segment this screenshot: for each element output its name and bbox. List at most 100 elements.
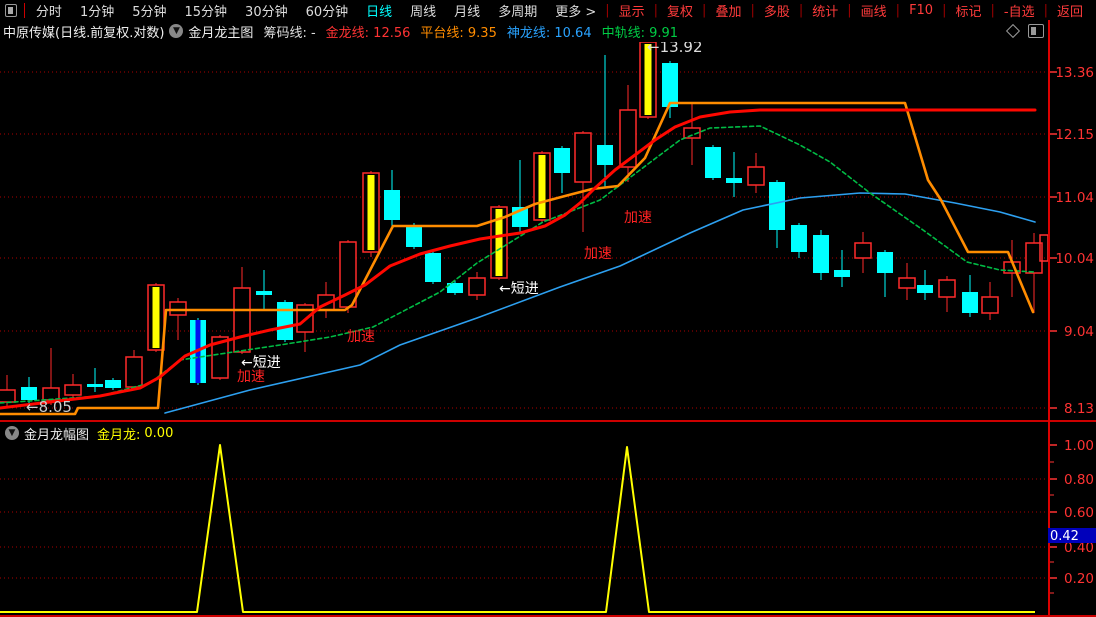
price-axis-label: 13.36 bbox=[1055, 65, 1094, 81]
titlebar: 中原传媒(日线.前复权.对数) ▼ 金月龙主图 筹码线: - 金龙线: 12.56… bbox=[0, 20, 1048, 42]
candle-up bbox=[938, 279, 956, 298]
candle-up bbox=[125, 356, 143, 388]
candle-down bbox=[105, 380, 121, 388]
indicator-value-2: 平台线: 9.35 bbox=[420, 25, 497, 41]
candle-up bbox=[1025, 242, 1043, 274]
toolbar-item-9[interactable]: 返回 bbox=[1056, 4, 1083, 20]
jinlong-line bbox=[0, 108, 1037, 410]
jinyuelong-line bbox=[0, 444, 1035, 613]
bottom-border bbox=[0, 615, 1096, 617]
candle-up bbox=[468, 277, 486, 296]
sub-value-axis: 1.00 0.80 0.60 0.40 0.20 0.42 bbox=[1048, 438, 1096, 594]
toolbar-item-1[interactable]: 复权 bbox=[667, 4, 694, 20]
toolbar-separator: | bbox=[847, 2, 852, 18]
toolbar-separator: | bbox=[1043, 2, 1048, 18]
menubar: 分时 1分钟 5分钟 15分钟 30分钟 60分钟 日线 周线 月线 多周期 更多 > | 显示 | 复权… bbox=[0, 0, 1096, 20]
toolbar-item-4[interactable]: 统计 bbox=[812, 4, 839, 20]
timeframe-item-3[interactable]: 15分钟 bbox=[184, 4, 228, 20]
candle-up bbox=[854, 242, 872, 259]
chart-annotation: ←8.05 bbox=[26, 398, 72, 416]
sub-indicator-title: 金月龙幅图 bbox=[24, 427, 90, 443]
title-icons bbox=[1005, 23, 1044, 39]
toolbar-item-0[interactable]: 显示 bbox=[618, 4, 645, 20]
candle-down bbox=[662, 63, 678, 107]
current-price-marker bbox=[1039, 234, 1048, 262]
candle-down bbox=[554, 148, 570, 173]
candle-up bbox=[574, 132, 592, 183]
price-axis-label: 8.13 bbox=[1064, 401, 1094, 417]
candle-up bbox=[169, 301, 187, 316]
timeframe-item-1[interactable]: 1分钟 bbox=[79, 4, 115, 20]
toolbar-item-2[interactable]: 叠加 bbox=[715, 4, 742, 20]
value-axis-label: 0.60 bbox=[1064, 505, 1094, 521]
toolbar-separator: | bbox=[750, 2, 755, 18]
toolbar-separator: | bbox=[895, 2, 901, 18]
split-window-icon[interactable] bbox=[1028, 24, 1044, 38]
timeframe-item-9[interactable]: 多周期 bbox=[498, 4, 538, 20]
candle-down bbox=[384, 190, 400, 220]
signal-yellow-stripe bbox=[152, 287, 160, 348]
candle-down bbox=[406, 225, 422, 247]
chevron-circle-icon[interactable]: ▼ bbox=[169, 24, 184, 38]
toolbar-item-8[interactable]: -自选 bbox=[1003, 4, 1035, 20]
chart-annotation: 加速 bbox=[347, 329, 375, 345]
candle-up bbox=[981, 296, 999, 314]
chart-annotation: ←短进 bbox=[499, 281, 539, 297]
candle-up bbox=[683, 127, 701, 139]
timeframe-item-5[interactable]: 60分钟 bbox=[305, 4, 349, 20]
indicator-values: 筹码线: - 金龙线: 12.56 平台线: 9.35 神龙线: 10.64 中轨线: … bbox=[253, 22, 678, 41]
price-axis-label: 11.04 bbox=[1055, 190, 1094, 206]
value-axis-label: 0.40 bbox=[1064, 540, 1094, 556]
indicator-title: 金月龙主图 bbox=[188, 25, 254, 41]
toolbar-separator: | bbox=[605, 2, 610, 18]
sub-series-value: 0.00 bbox=[144, 425, 174, 441]
candle-down bbox=[425, 253, 441, 282]
chart-annotation: ←短进 bbox=[241, 355, 281, 371]
diamond-icon[interactable] bbox=[1005, 23, 1021, 39]
layout-icon[interactable] bbox=[5, 3, 18, 17]
timeframe-item-10[interactable]: 更多 > bbox=[555, 4, 597, 20]
sub-chart[interactable] bbox=[0, 421, 1048, 616]
timeframe-item-0[interactable]: 分时 bbox=[35, 4, 62, 20]
toolbar-item-3[interactable]: 多股 bbox=[763, 4, 790, 20]
timeframe-item-6[interactable]: 日线 bbox=[366, 4, 393, 20]
signal-yellow-stripe bbox=[644, 44, 652, 115]
signal-yellow-stripe bbox=[367, 175, 375, 250]
timeframe-item-4[interactable]: 30分钟 bbox=[245, 4, 288, 20]
candle-down bbox=[877, 252, 893, 273]
toolbar-separator: | bbox=[942, 2, 947, 18]
pingtai-line bbox=[0, 101, 1035, 416]
price-axis-label: 10.04 bbox=[1055, 251, 1094, 267]
menu-separator bbox=[24, 2, 25, 18]
toolbar-item-7[interactable]: 标记 bbox=[955, 4, 982, 20]
shenlong-line bbox=[164, 192, 1036, 414]
candle-down bbox=[834, 270, 850, 277]
current-value-label: 0.42 bbox=[1050, 529, 1079, 544]
toolbar-menu: | 显示 | 复权 | 叠加 | 多股 | 统计 | 画线 | F10 | 标记 | -自选 | 返回 bbox=[605, 1, 1092, 20]
candle-down bbox=[21, 387, 37, 400]
candle-down bbox=[791, 225, 807, 252]
timeframe-item-8[interactable]: 月线 bbox=[454, 4, 481, 20]
candle-down bbox=[726, 178, 742, 183]
candle-down bbox=[705, 147, 721, 178]
candle-down bbox=[447, 283, 463, 293]
timeframe-item-2[interactable]: 5分钟 bbox=[132, 4, 167, 20]
chart-annotation: 加速 bbox=[624, 210, 652, 226]
sub-series-label: 金月龙: bbox=[97, 427, 141, 443]
panel-separator bbox=[0, 420, 1096, 422]
candle-up bbox=[747, 166, 765, 186]
toolbar-separator: | bbox=[990, 2, 995, 18]
chevron-circle-icon-sub[interactable]: ▼ bbox=[5, 426, 19, 440]
toolbar-item-6[interactable]: F10 bbox=[909, 2, 934, 18]
timeframe-item-7[interactable]: 周线 bbox=[410, 4, 437, 20]
value-axis-label: 1.00 bbox=[1064, 438, 1094, 454]
value-axis-label: 0.20 bbox=[1064, 571, 1094, 587]
toolbar-separator: | bbox=[653, 2, 659, 18]
main-price-axis: 13.36 12.15 11.04 10.04 9.04 8.13 bbox=[1050, 65, 1094, 417]
candle-down bbox=[597, 145, 613, 165]
toolbar-item-5[interactable]: 画线 bbox=[860, 4, 887, 20]
candle-down bbox=[917, 285, 933, 293]
candle-up bbox=[898, 277, 916, 289]
